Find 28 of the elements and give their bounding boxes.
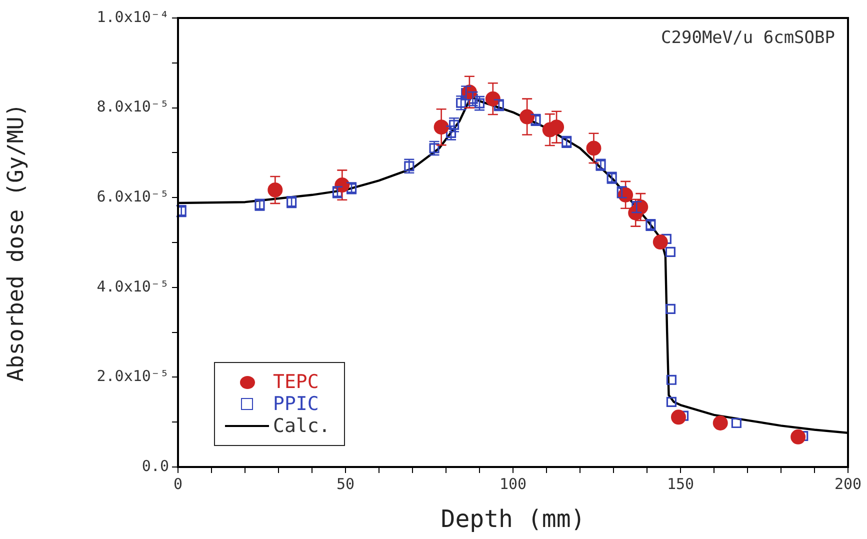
x-tick-label: 50 [336,474,355,493]
y-tick-label: 0.0 [142,456,169,475]
point [666,396,676,407]
x-tick-label: 150 [666,474,694,493]
y-tick-label: 8.0x10⁻⁵ [96,98,169,116]
point [670,410,686,425]
legend-label: PPIC [273,393,319,415]
x-tick-label: 200 [834,474,862,493]
point [665,304,676,314]
point [790,429,806,444]
point [652,234,668,250]
x-axis-title: Depth (mm) [440,504,586,533]
point [520,109,535,124]
annotation: C290MeV/u 6cmSOBP [661,28,835,48]
point [712,416,728,430]
legend-label: Calc. [273,415,330,437]
point [665,246,676,257]
point [661,234,672,244]
x-tick-label: 100 [499,474,527,493]
y-tick-label: 2.0x10⁻⁵ [96,367,169,386]
y-tick-label: 1.0x10⁻⁴ [96,8,169,26]
legend-label: TEPC [273,371,319,393]
point [731,418,742,428]
y-tick-label: 4.0x10⁻⁵ [96,277,169,296]
y-tick-label: 6.0x10⁻⁵ [96,187,169,206]
point [666,374,676,385]
y-axis-title: Absorbed dose (Gy/MU) [4,103,29,382]
x-tick-label: 0 [173,474,183,493]
